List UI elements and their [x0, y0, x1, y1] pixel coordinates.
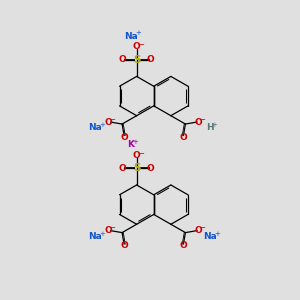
Text: Na: Na [88, 124, 102, 133]
Text: Na: Na [124, 32, 138, 41]
Text: O: O [133, 151, 140, 160]
Text: −: − [198, 223, 205, 232]
Text: O: O [119, 55, 127, 64]
Text: O: O [120, 133, 128, 142]
Text: −: − [108, 115, 115, 124]
Text: O: O [195, 118, 203, 127]
Text: O: O [180, 242, 187, 250]
Text: +: + [135, 30, 141, 36]
Text: Na: Na [203, 232, 217, 241]
Text: H: H [206, 124, 214, 133]
Text: Na: Na [88, 232, 102, 241]
Text: −: − [108, 223, 115, 232]
Text: O: O [105, 226, 112, 235]
Text: +: + [99, 231, 105, 237]
Text: O: O [120, 242, 128, 250]
Text: S: S [133, 163, 140, 173]
Text: +: + [214, 231, 220, 237]
Text: S: S [133, 55, 140, 65]
Text: K: K [127, 140, 134, 149]
Text: −: − [198, 115, 205, 124]
Text: −: − [137, 149, 144, 158]
Text: −: − [137, 40, 144, 50]
Text: +: + [133, 139, 139, 145]
Text: +: + [99, 122, 105, 128]
Text: O: O [133, 43, 140, 52]
Text: O: O [195, 226, 203, 235]
Text: O: O [119, 164, 127, 173]
Text: +: + [212, 122, 218, 128]
Text: O: O [147, 164, 154, 173]
Text: O: O [147, 55, 154, 64]
Text: O: O [180, 133, 187, 142]
Text: O: O [105, 118, 112, 127]
